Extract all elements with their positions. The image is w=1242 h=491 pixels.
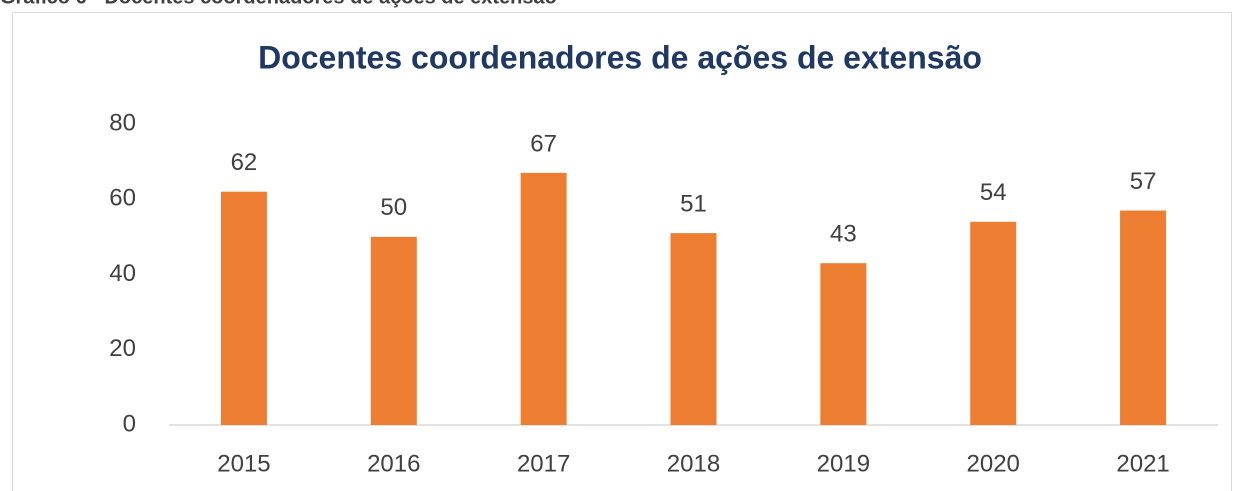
y-tick-label: 60 xyxy=(109,185,136,212)
value-label: 57 xyxy=(1130,168,1157,195)
value-label: 62 xyxy=(231,149,258,176)
y-tick-label: 0 xyxy=(123,410,136,437)
chart-title: Docentes coordenadores de ações de exten… xyxy=(258,39,982,75)
bar xyxy=(1120,210,1167,425)
bar xyxy=(370,236,417,425)
x-tick-label: 2018 xyxy=(667,450,720,477)
y-tick-label: 80 xyxy=(109,109,136,136)
bar xyxy=(520,172,567,425)
x-tick-label: 2020 xyxy=(967,450,1020,477)
value-label: 54 xyxy=(980,179,1007,206)
value-label: 50 xyxy=(380,194,407,221)
value-label: 51 xyxy=(680,190,707,217)
x-tick-label: 2016 xyxy=(367,450,420,477)
y-tick-label: 40 xyxy=(109,260,136,287)
bar xyxy=(220,191,267,425)
value-label: 67 xyxy=(530,130,557,157)
value-label: 43 xyxy=(830,221,857,248)
x-tick-label: 2015 xyxy=(217,450,270,477)
caption: Gráfico 6 - Docentes coordenadores de aç… xyxy=(0,0,557,8)
bar xyxy=(820,263,867,425)
bar xyxy=(670,233,717,425)
x-tick-label: 2017 xyxy=(517,450,570,477)
x-tick-label: 2019 xyxy=(817,450,870,477)
x-tick-label: 2021 xyxy=(1116,450,1169,477)
y-tick-label: 20 xyxy=(109,335,136,362)
chart-border xyxy=(12,12,1232,491)
bar xyxy=(970,221,1017,425)
